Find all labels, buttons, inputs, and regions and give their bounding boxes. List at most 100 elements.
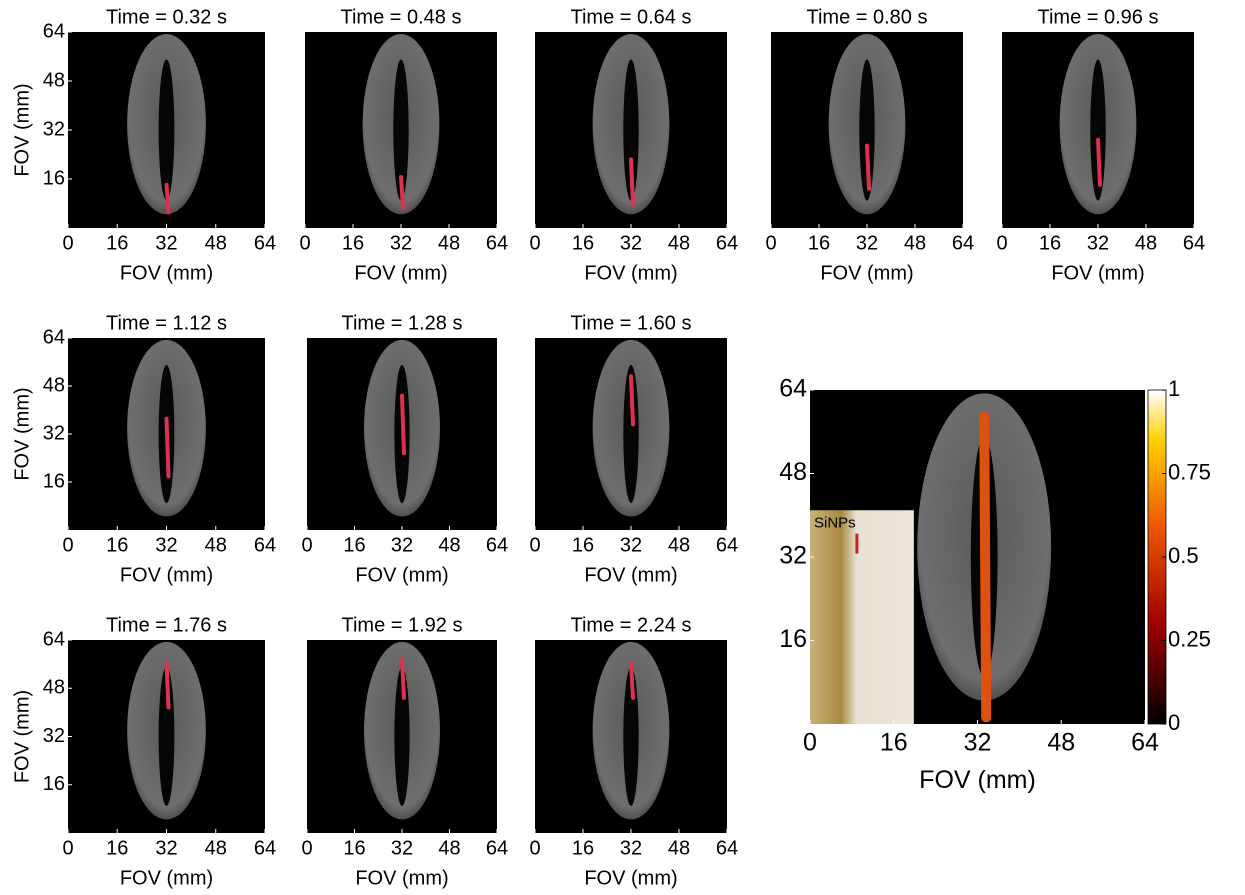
colorbar-tick-label: 1 [1168,376,1180,401]
panel-title: Time = 0.80 s [807,6,928,28]
panel: Time = 1.92 s 0 16 32 48 64 FOV (mm) [301,614,508,889]
panel-title: Time = 1.28 s [342,312,463,334]
x-tick-label: 64 [1183,232,1205,254]
panel: Time = 0.64 s 0 16 32 48 64 FOV (mm) [529,6,738,284]
signal-streak [164,416,171,479]
panel: SiNPs 0 16 32 48 64 16 32 48 64 FOV (mm) 0 0.25 0.5 0.… [779,375,1211,795]
x-tick-label: 16 [572,837,594,859]
y-tick-label: 48 [43,69,65,91]
colorbar-tick-label: 0.75 [1168,459,1211,484]
signal-streak [400,393,406,456]
x-tick-label: 16 [572,232,594,254]
x-tick-label: 16 [106,837,128,859]
panel-title: Time = 1.12 s [106,312,227,334]
y-tick-label: 48 [779,458,807,486]
panel: Time = 2.24 s 0 16 32 48 64 FOV (mm) [529,614,738,889]
panel-title: Time = 0.48 s [341,6,462,28]
x-tick-label: 64 [952,232,974,254]
x-axis-label: FOV (mm) [120,262,213,284]
x-axis-label: FOV (mm) [354,262,447,284]
x-tick-label: 48 [438,232,460,254]
panel-title: Time = 1.60 s [571,312,692,334]
x-tick-label: 64 [254,837,276,859]
x-tick-label: 64 [716,837,738,859]
signal-streak [400,657,406,700]
x-tick-label: 0 [301,837,312,859]
y-axis-label: FOV (mm) [11,690,33,783]
colorbar-tick-label: 0.25 [1168,626,1211,651]
x-tick-label: 32 [155,534,177,556]
signal-streak [629,157,635,207]
x-tick-label: 0 [299,232,310,254]
y-axis-label: FOV (mm) [11,83,33,176]
panel-title: Time = 0.96 s [1038,6,1159,28]
x-axis-label: FOV (mm) [820,262,913,284]
panel: Time = 1.12 s 0 16 32 48 64 16 32 48 64 FOV (mm) FO… [11,312,276,586]
x-tick-label: 64 [254,534,276,556]
y-tick-label: 16 [43,470,65,492]
x-tick-label: 16 [1039,232,1061,254]
head-cavity [158,59,175,201]
panel: Time = 1.76 s 0 16 32 48 64 16 32 48 64 FOV (mm) FO… [11,614,276,889]
x-tick-label: 64 [486,232,508,254]
panel: Time = 0.80 s 0 16 32 48 64 FOV (mm) [765,6,974,284]
y-tick-label: 64 [43,20,65,42]
x-tick-label: 16 [572,534,594,556]
x-axis-label: FOV (mm) [355,564,448,586]
panel-title: Time = 2.24 s [571,614,692,636]
x-tick-label: 48 [1047,729,1075,757]
x-tick-label: 0 [996,232,1007,254]
head-cavity [623,364,639,504]
y-tick-label: 32 [43,118,65,140]
panel: Time = 0.96 s 0 16 32 48 64 FOV (mm) [996,6,1205,284]
x-tick-label: 0 [529,837,540,859]
head-cavity [859,59,875,201]
x-tick-label: 48 [1135,232,1157,254]
x-axis-label: FOV (mm) [584,564,677,586]
panel: Time = 0.32 s 0 16 32 48 64 16 32 48 64 FOV (mm) FO… [11,6,276,284]
x-tick-label: 0 [529,232,540,254]
x-tick-label: 64 [716,232,738,254]
x-tick-label: 48 [438,837,460,859]
x-tick-label: 0 [301,534,312,556]
x-axis-label: FOV (mm) [584,262,677,284]
x-tick-label: 0 [62,232,73,254]
x-tick-label: 48 [205,232,227,254]
signal-streak [164,182,171,215]
inset-photo [810,510,914,724]
x-tick-label: 64 [486,534,508,556]
x-axis-label: FOV (mm) [120,564,213,586]
y-tick-label: 16 [43,773,65,795]
x-tick-label: 0 [62,837,73,859]
y-tick-label: 48 [43,677,65,699]
x-tick-label: 16 [808,232,830,254]
x-tick-label: 16 [343,837,365,859]
y-tick-label: 48 [43,374,65,396]
x-tick-label: 32 [155,232,177,254]
x-tick-label: 32 [391,534,413,556]
x-tick-label: 16 [880,729,908,757]
inset-label: SiNPs [814,515,856,532]
signal-streak [629,374,635,427]
head-cavity [393,59,409,201]
x-tick-label: 32 [856,232,878,254]
x-tick-label: 48 [668,534,690,556]
signal-streak [865,143,871,191]
colorbar-tick-label: 0 [1168,710,1180,735]
y-tick-label: 32 [43,725,65,747]
colorbar-tick-label: 0.5 [1168,543,1199,568]
x-tick-label: 16 [106,534,128,556]
x-tick-label: 0 [803,729,817,757]
x-axis-label: FOV (mm) [1051,262,1144,284]
panel: Time = 1.28 s 0 16 32 48 64 FOV (mm) [301,312,508,586]
x-tick-label: 0 [765,232,776,254]
signal-streak [979,411,992,723]
x-tick-label: 32 [155,837,177,859]
x-tick-label: 48 [668,232,690,254]
panel-title: Time = 0.64 s [571,6,692,28]
x-tick-label: 0 [62,534,73,556]
x-tick-label: 64 [254,232,276,254]
x-tick-label: 48 [205,534,227,556]
x-tick-label: 16 [343,534,365,556]
